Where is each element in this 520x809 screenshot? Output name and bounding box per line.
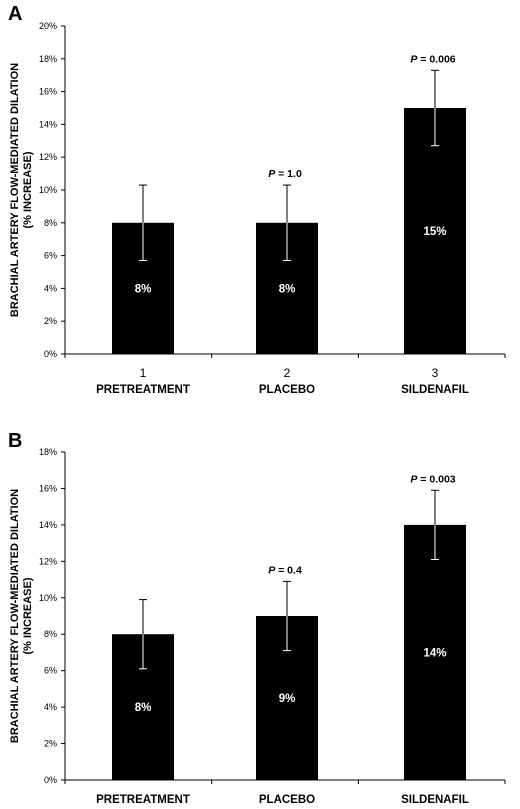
p-value-label: P = 1.0	[268, 168, 302, 180]
y-tick-label: 0%	[44, 775, 57, 785]
y-tick-label: 16%	[39, 483, 57, 493]
category-number: 3	[432, 366, 439, 380]
chart-panel-b: B BRACHIAL ARTERY FLOW-MEDIATED DILATION(…	[8, 430, 506, 806]
y-tick-label: 2%	[44, 316, 57, 326]
y-tick-label: 10%	[39, 593, 57, 603]
y-tick-label: 6%	[44, 251, 57, 261]
y-tick-label: 18%	[39, 54, 57, 64]
y-tick-label: 6%	[44, 666, 57, 676]
panel-label: A	[8, 3, 22, 25]
y-tick-label: 16%	[39, 87, 57, 97]
p-value-label: P = 0.4	[268, 564, 302, 576]
y-axis-subtitle: (% INCREASE)	[22, 151, 34, 228]
data-label: 8%	[135, 283, 152, 295]
data-label: 8%	[279, 283, 296, 295]
x-tick-label: SILDENAFIL	[401, 384, 469, 396]
y-tick-label: 8%	[44, 218, 57, 228]
x-tick-label: PRETREATMENT	[96, 794, 190, 806]
data-label: 14%	[423, 647, 446, 659]
x-tick-label: SILDENAFIL	[401, 794, 469, 806]
y-axis-title: BRACHIAL ARTERY FLOW-MEDIATED DILATION	[9, 63, 21, 317]
y-tick-label: 10%	[39, 185, 57, 195]
y-tick-label: 12%	[39, 152, 57, 162]
x-tick-label: PLACEBO	[259, 384, 315, 396]
y-tick-label: 12%	[39, 556, 57, 566]
chart-panel-a: A BRACHIAL ARTERY FLOW-MEDIATED DILATION(…	[8, 3, 506, 396]
data-label: 15%	[423, 226, 446, 238]
data-label: 9%	[279, 693, 296, 705]
y-tick-label: 8%	[44, 629, 57, 639]
panel-label: B	[8, 430, 22, 452]
y-tick-label: 0%	[44, 349, 57, 359]
p-value-label: P = 0.003	[410, 473, 455, 485]
y-tick-label: 14%	[39, 520, 57, 530]
bar-sildenafil	[404, 108, 466, 354]
y-axis-title: BRACHIAL ARTERY FLOW-MEDIATED DILATION	[9, 489, 21, 743]
y-tick-label: 4%	[44, 702, 57, 712]
data-label: 8%	[135, 702, 152, 714]
x-tick-label: PLACEBO	[259, 794, 315, 806]
y-tick-label: 14%	[39, 119, 57, 129]
x-tick-label: PRETREATMENT	[96, 384, 190, 396]
y-tick-label: 4%	[44, 283, 57, 293]
y-axis-subtitle: (% INCREASE)	[22, 577, 34, 654]
y-tick-label: 18%	[39, 447, 57, 457]
category-number: 2	[284, 366, 291, 380]
bar-sildenafil	[404, 524, 466, 780]
y-tick-label: 2%	[44, 739, 57, 749]
y-tick-label: 20%	[39, 21, 57, 31]
category-number: 1	[140, 366, 147, 380]
p-value-label: P = 0.006	[410, 53, 455, 65]
